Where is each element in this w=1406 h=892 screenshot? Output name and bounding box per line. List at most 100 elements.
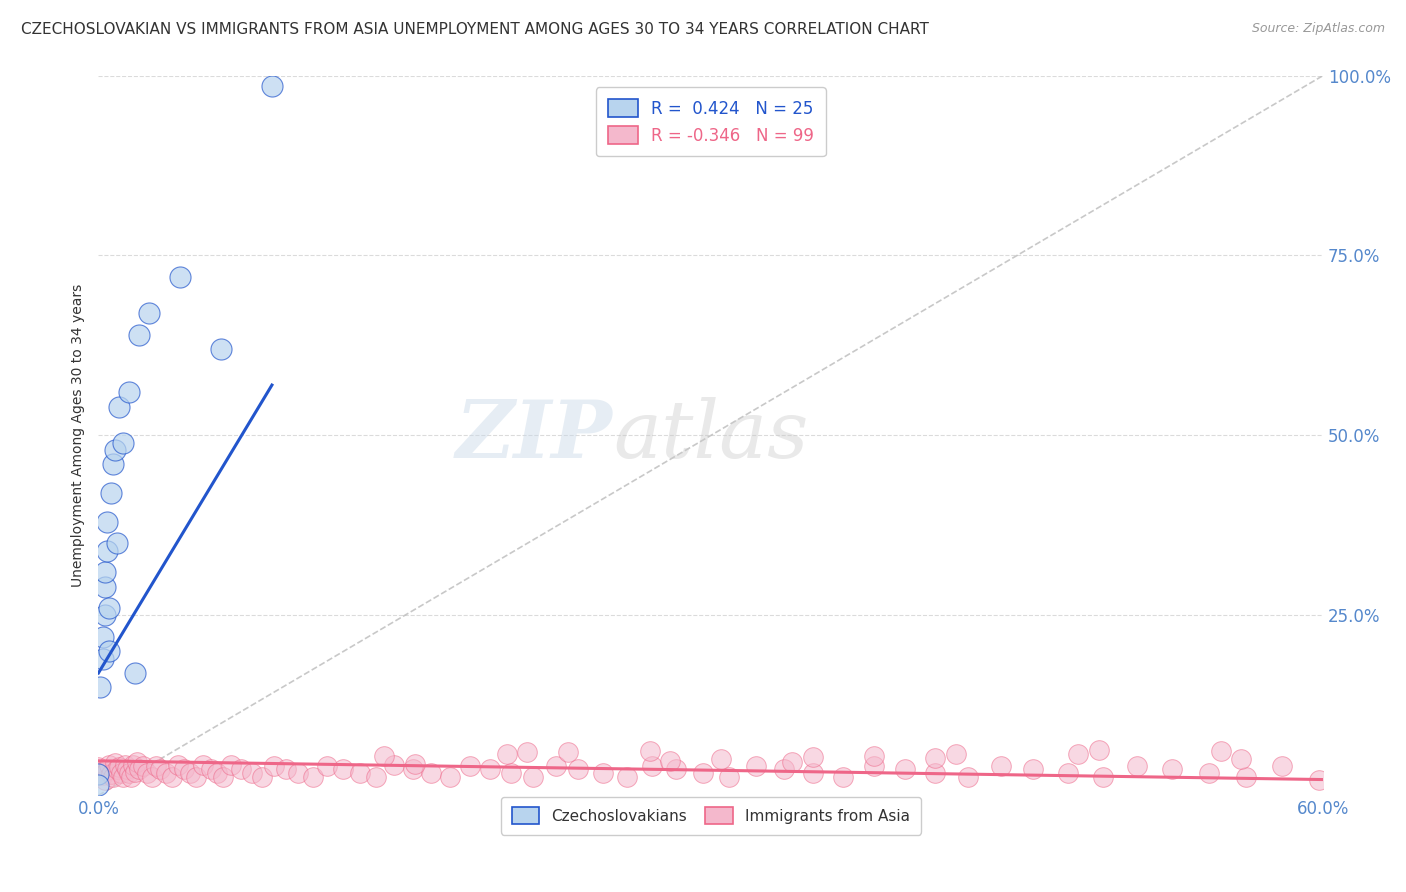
Point [96,543,118,558]
Point [832,770,855,784]
Point [149,763,172,777]
Point [516,745,538,759]
Point [240,766,263,780]
Point [96,763,118,777]
Point [205,766,228,780]
Point [499,766,522,780]
Point [93,772,115,787]
Point [209,342,232,356]
Point [191,758,214,772]
Point [104,756,127,770]
Point [101,770,124,784]
Point [127,756,149,770]
Point [108,759,131,773]
Point [924,751,946,765]
Point [1308,772,1330,787]
Point [93,566,115,580]
Point [212,770,235,784]
Point [100,486,122,500]
Point [114,758,136,772]
Point [718,770,741,784]
Legend: Czechoslovakians, Immigrants from Asia: Czechoslovakians, Immigrants from Asia [501,797,921,835]
Point [104,442,127,457]
Point [349,766,371,780]
Point [364,770,387,784]
Point [169,270,191,285]
Point [420,766,443,780]
Point [105,536,128,550]
Point [93,608,115,623]
Point [544,759,567,773]
Point [97,601,120,615]
Point [87,778,110,792]
Point [91,630,114,644]
Point [1230,752,1253,766]
Point [89,681,111,695]
Point [956,770,979,784]
Point [89,765,111,780]
Text: Source: ZipAtlas.com: Source: ZipAtlas.com [1251,22,1385,36]
Point [773,763,796,777]
Point [100,766,122,780]
Point [495,747,517,762]
Point [863,748,886,763]
Point [640,759,662,773]
Point [1234,770,1257,784]
Point [402,763,425,777]
Point [659,754,682,768]
Point [1057,766,1080,780]
Point [893,763,915,777]
Point [458,759,481,773]
Point [118,766,141,780]
Point [97,758,120,772]
Point [924,766,946,780]
Point [638,744,661,758]
Point [1198,766,1220,780]
Point [110,766,132,780]
Point [115,762,138,776]
Point [250,770,273,784]
Point [105,763,128,777]
Point [384,758,406,772]
Point [373,748,395,763]
Point [231,763,253,777]
Point [91,651,114,665]
Point [710,752,733,766]
Point [801,750,824,764]
Point [863,759,886,773]
Point [1087,743,1109,757]
Point [138,306,160,320]
Point [1209,744,1232,758]
Point [128,763,150,777]
Point [122,758,145,772]
Point [276,763,298,777]
Point [616,770,638,784]
Point [801,766,824,780]
Point [141,770,163,784]
Point [301,770,323,784]
Point [124,765,146,780]
Point [1271,759,1294,773]
Point [160,770,183,784]
Point [111,435,134,450]
Point [145,759,167,773]
Y-axis label: Unemployment Among Ages 30 to 34 years: Unemployment Among Ages 30 to 34 years [72,284,86,587]
Point [316,759,339,773]
Point [260,79,283,94]
Point [744,759,766,773]
Point [108,400,131,414]
Text: ZIP: ZIP [456,397,613,475]
Point [91,768,114,782]
Point [557,745,579,759]
Point [132,759,155,773]
Point [200,762,222,776]
Point [155,766,177,780]
Point [692,766,714,780]
Point [287,766,309,780]
Point [93,580,115,594]
Point [124,666,146,681]
Point [439,770,461,784]
Point [332,763,354,777]
Point [567,763,589,777]
Point [128,327,150,342]
